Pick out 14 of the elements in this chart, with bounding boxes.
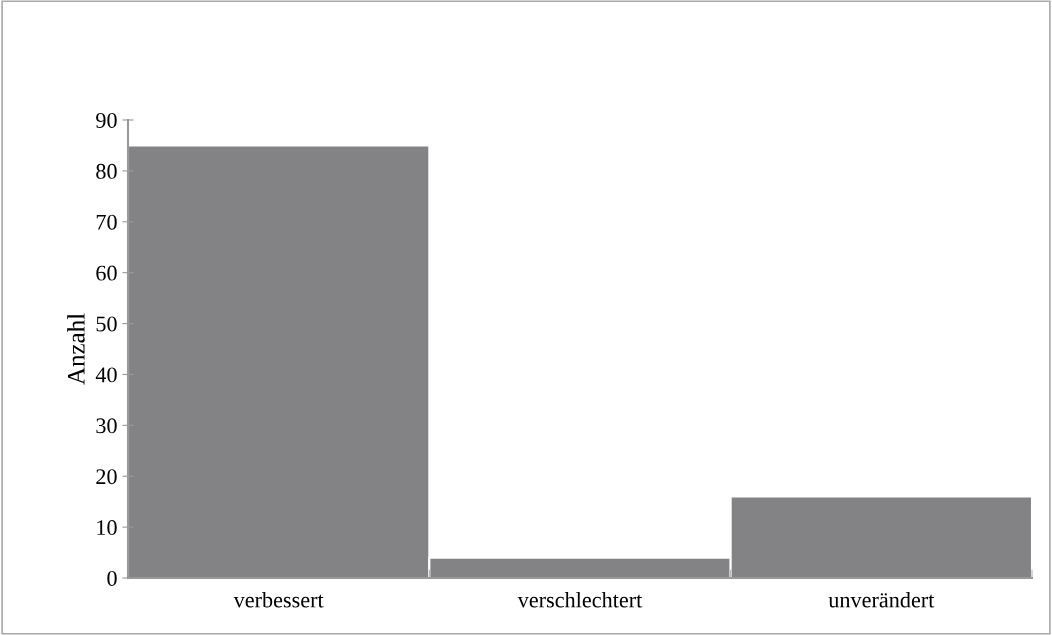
y-tick-label: 30 <box>96 418 117 434</box>
y-tick-label: 60 <box>96 265 117 281</box>
y-tick-label: 80 <box>96 163 117 179</box>
y-tick-label: 0 <box>107 570 117 586</box>
y-tick-label: 10 <box>97 520 117 536</box>
y-tick-label: 70 <box>96 214 117 230</box>
x-tick-label: verschlechtert <box>517 591 643 608</box>
y-tick-label: 40 <box>95 367 117 383</box>
x-tick-label: verbessert <box>233 591 324 608</box>
y-axis-title: Anzahl <box>67 313 85 385</box>
y-tick-label: 50 <box>96 316 117 332</box>
y-tick-label: 90 <box>96 112 117 128</box>
x-tick-label: unverändert <box>828 591 935 608</box>
y-tick-label: 20 <box>96 469 117 485</box>
